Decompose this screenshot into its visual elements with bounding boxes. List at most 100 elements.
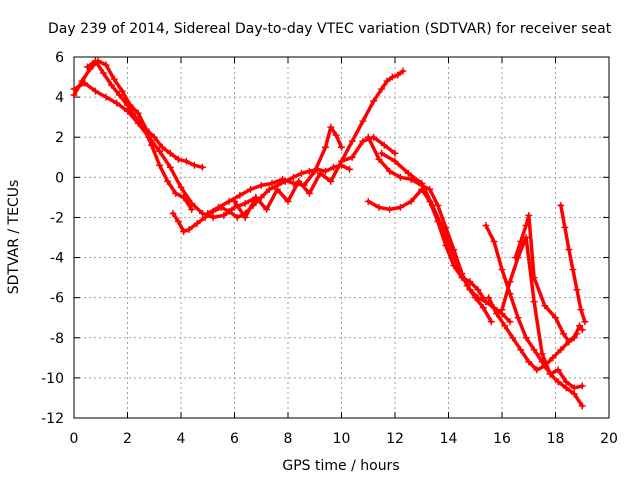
data-point	[118, 87, 126, 95]
data-point	[268, 179, 276, 187]
data-point	[332, 131, 340, 139]
axis-ticks: 0 2 4 6 8 10 12 14 16 18 20 -12 -10 -8 -6 -4 -2 0 2 4 6	[41, 50, 618, 447]
data-point	[418, 179, 426, 187]
x-tick-label: 2	[123, 431, 132, 447]
data-point	[576, 322, 584, 330]
data-point	[404, 169, 412, 177]
data-point	[359, 117, 367, 125]
data-point	[466, 278, 474, 286]
series-line	[559, 203, 587, 324]
data-point	[490, 238, 498, 246]
data-point	[321, 143, 329, 151]
data-point	[252, 193, 260, 201]
data-point	[247, 185, 255, 193]
data-point	[284, 197, 292, 205]
data-point	[124, 101, 131, 109]
data-point	[391, 157, 399, 165]
data-point	[316, 169, 324, 177]
data-point	[233, 213, 241, 221]
data-point	[426, 185, 434, 193]
series-arc-12	[482, 221, 586, 410]
data-point	[474, 286, 482, 294]
data-point	[190, 161, 198, 169]
data-point	[378, 85, 386, 93]
series-line	[513, 213, 585, 344]
y-tick-label: -12	[41, 411, 64, 427]
series-arc-13	[511, 211, 586, 346]
x-tick-label: 12	[386, 431, 404, 447]
data-point	[236, 191, 244, 199]
data-point	[327, 123, 335, 131]
data-point	[158, 143, 166, 151]
y-tick-label: -2	[50, 210, 64, 226]
data-point	[241, 199, 249, 207]
data-point	[70, 91, 78, 99]
data-point	[570, 334, 578, 342]
data-point	[482, 298, 490, 306]
data-point	[115, 91, 123, 99]
y-tick-label: 4	[55, 90, 64, 106]
data-point	[557, 201, 565, 209]
series-arc-14	[498, 234, 586, 392]
y-tick-label: -4	[50, 251, 64, 267]
series-line	[72, 81, 258, 220]
data-point	[463, 282, 471, 290]
data-point	[99, 69, 107, 77]
data-point	[378, 149, 386, 157]
data-point	[91, 57, 99, 65]
data-point	[172, 189, 180, 197]
data-point	[174, 217, 182, 225]
data-point	[554, 366, 562, 374]
data-point	[348, 153, 356, 161]
data-point	[338, 143, 345, 151]
data-point	[546, 370, 554, 378]
data-point	[169, 209, 177, 217]
data-point	[391, 149, 399, 157]
data-point	[364, 197, 372, 205]
data-point	[561, 223, 569, 231]
series-arc-1	[70, 57, 206, 171]
data-point	[375, 155, 383, 163]
data-point	[289, 173, 297, 181]
data-point	[311, 167, 319, 175]
x-tick-label: 8	[284, 431, 293, 447]
x-tick-label: 16	[493, 431, 511, 447]
data-point	[174, 155, 182, 163]
data-point	[578, 382, 586, 390]
data-point	[110, 75, 118, 83]
data-point	[370, 97, 378, 105]
data-point	[164, 177, 172, 185]
data-point	[204, 209, 212, 217]
x-tick-label: 10	[333, 431, 351, 447]
data-point	[386, 205, 394, 213]
data-point	[557, 346, 565, 354]
data-point	[439, 225, 447, 233]
series-arc-10	[378, 149, 495, 326]
data-point	[156, 147, 164, 155]
data-series	[70, 57, 589, 410]
data-point	[554, 378, 562, 386]
data-point	[156, 161, 164, 169]
data-point	[359, 137, 367, 145]
data-point	[549, 354, 557, 362]
data-point	[493, 310, 501, 318]
x-tick-label: 6	[230, 431, 239, 447]
data-point	[396, 203, 404, 211]
data-point	[225, 207, 233, 215]
x-tick-label: 20	[600, 431, 618, 447]
data-point	[485, 294, 493, 302]
data-point	[102, 61, 110, 69]
data-point	[517, 346, 525, 354]
data-point	[522, 234, 530, 241]
data-point	[166, 149, 174, 157]
data-point	[124, 107, 131, 115]
data-point	[145, 133, 153, 141]
x-tick-label: 18	[547, 431, 565, 447]
y-tick-label: -10	[41, 371, 64, 387]
series-arc-15	[557, 201, 589, 326]
data-point	[182, 157, 190, 165]
x-tick-label: 14	[440, 431, 458, 447]
y-axis-label: SDTVAR / TECUs	[6, 180, 22, 295]
data-point	[305, 189, 313, 197]
data-point	[198, 163, 206, 171]
